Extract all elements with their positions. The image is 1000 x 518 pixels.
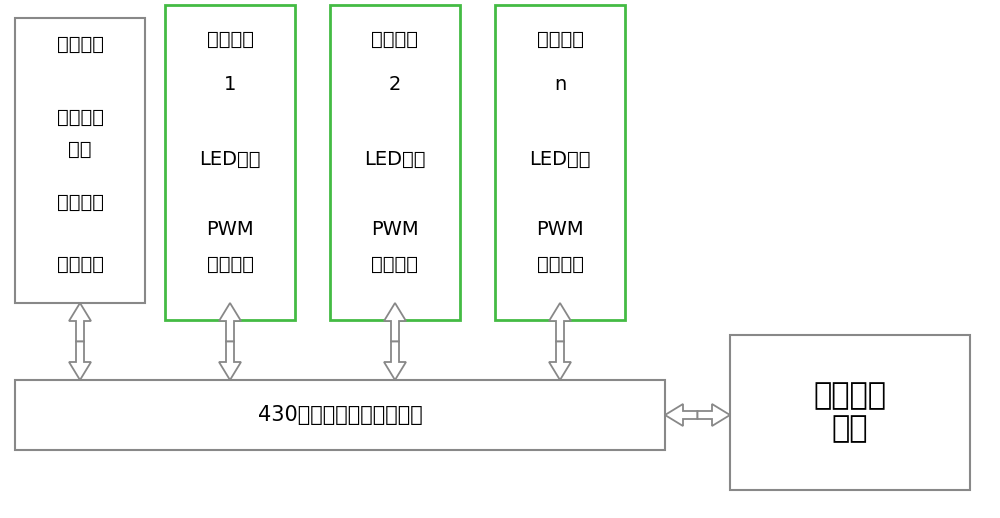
Text: 控制节点: 控制节点 [372,30,418,49]
Polygon shape [384,303,406,341]
Text: 1: 1 [224,75,236,94]
Text: 光强检测: 光强检测 [56,193,104,212]
Text: PWM: PWM [206,220,254,239]
Polygon shape [698,404,730,426]
Polygon shape [69,341,91,380]
Polygon shape [665,404,698,426]
Text: 信号驱动: 信号驱动 [372,255,418,274]
Bar [730,335,970,490]
Polygon shape [549,341,571,380]
Polygon shape [384,341,406,380]
Bar [15,18,145,303]
Bar [495,5,625,320]
Text: LED灯组: LED灯组 [529,150,591,169]
Polygon shape [219,303,241,341]
Text: PWM: PWM [536,220,584,239]
Text: 检测节点: 检测节点 [56,35,104,54]
Text: LED灯组: LED灯组 [199,150,261,169]
Text: 二氧化碳: 二氧化碳 [56,108,104,127]
Polygon shape [549,303,571,341]
Text: 核心控制
系统: 核心控制 系统 [814,381,887,443]
Text: 信号驱动: 信号驱动 [207,255,254,274]
Text: 控制节点: 控制节点 [536,30,584,49]
Polygon shape [219,341,241,380]
Bar [15,380,665,450]
Text: 信号驱动: 信号驱动 [536,255,584,274]
Text: LED灯组: LED灯组 [364,150,426,169]
Text: 控制节点: 控制节点 [207,30,254,49]
Text: n: n [554,75,566,94]
Text: 检测: 检测 [68,140,92,159]
Bar [330,5,460,320]
Polygon shape [69,303,91,341]
Bar [165,5,295,320]
Text: 430单片机数据接收与发送: 430单片机数据接收与发送 [258,405,422,425]
Text: 2: 2 [389,75,401,94]
Text: 温度检测: 温度检测 [56,255,104,274]
Text: PWM: PWM [371,220,419,239]
